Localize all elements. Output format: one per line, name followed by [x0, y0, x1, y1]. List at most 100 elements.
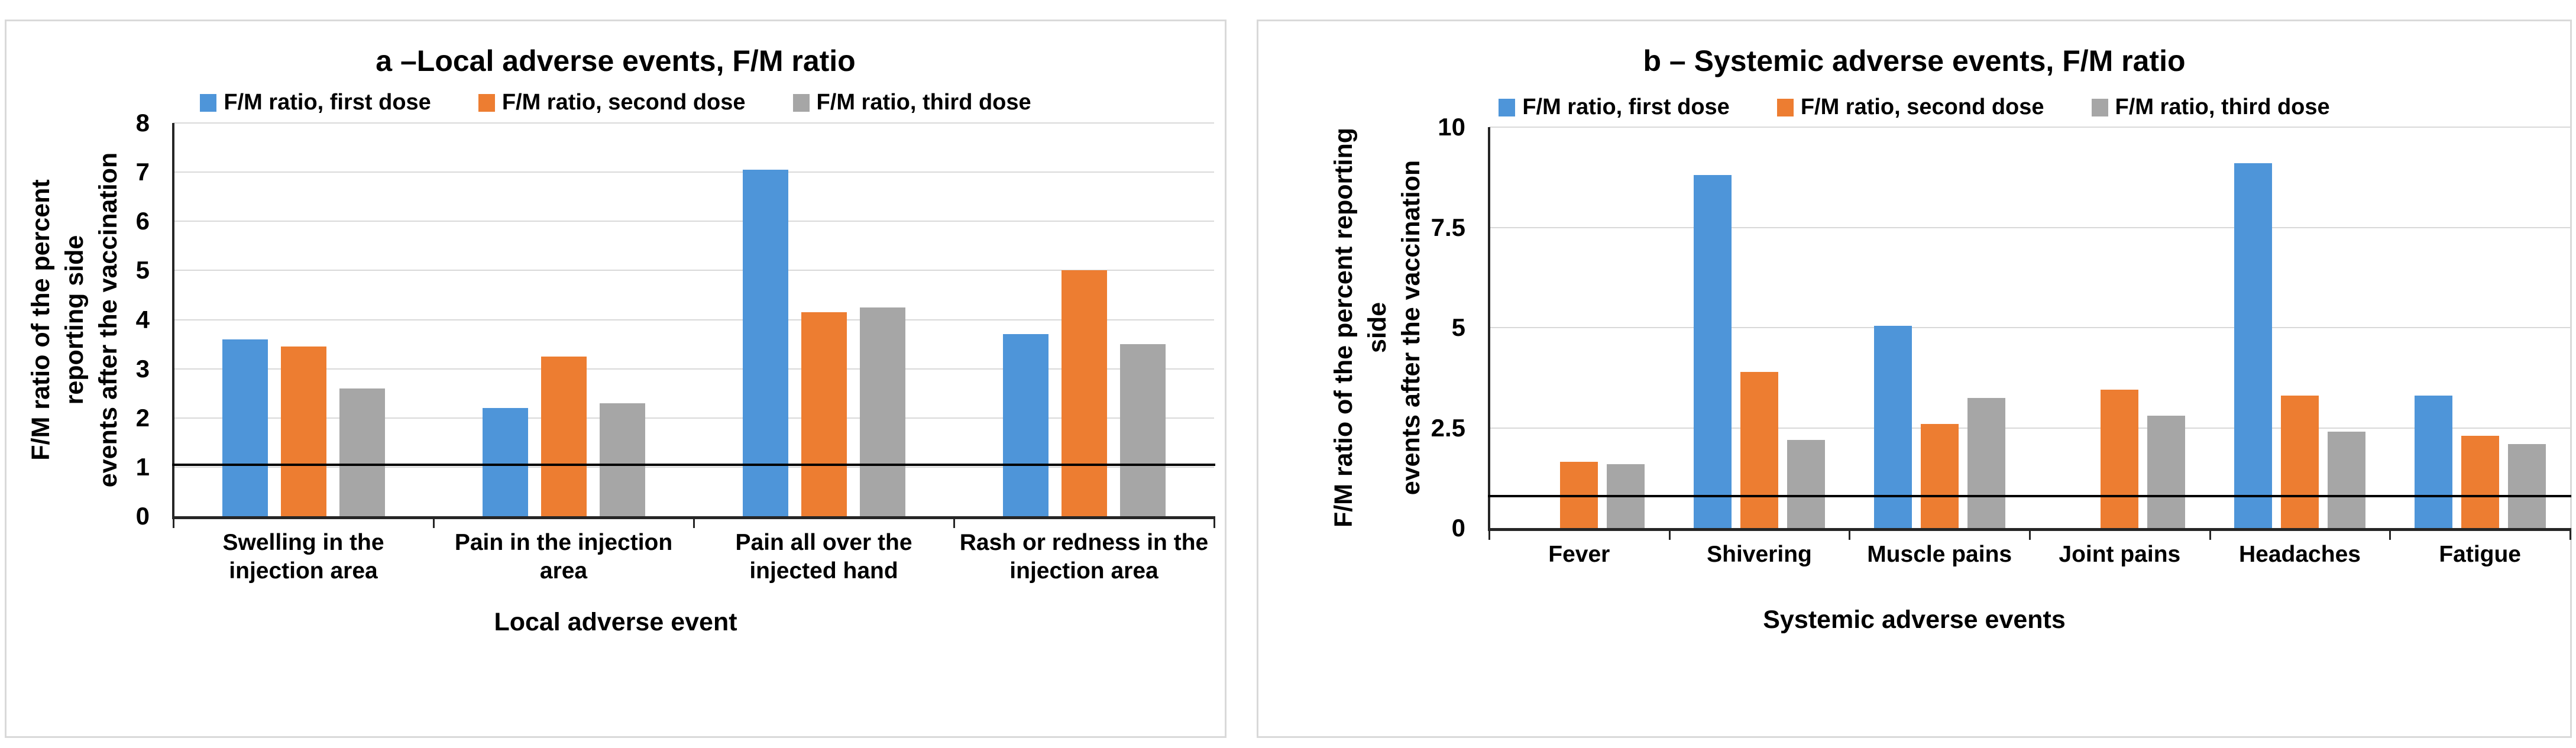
legend-item-2: F/M ratio, second dose [478, 90, 746, 115]
x-axis-tick-3 [2029, 531, 2031, 540]
x-axis-tick-2 [693, 519, 695, 528]
x-axis-tick-4 [1213, 519, 1215, 528]
bar-series1-cat2 [482, 408, 528, 516]
bar-series3-cat1 [339, 388, 385, 516]
gridline-y-2 [173, 417, 1214, 419]
plot-area-systemic [1488, 127, 2571, 528]
x-tick-label-cat2: Pain in the injection area [454, 530, 673, 584]
x-tick-label-cat2: Shivering [1707, 542, 1812, 567]
x-tick-label-cat5: Headaches [2239, 542, 2361, 567]
bar-series2-cat1 [280, 347, 326, 516]
bar-series3-cat5 [2328, 432, 2365, 528]
bar-series1-cat5 [2234, 163, 2272, 528]
gridline-y-8 [173, 122, 1214, 124]
gridline-y-5 [173, 270, 1214, 271]
bar-series1-cat1 [222, 339, 268, 516]
legend-item-3: F/M ratio, third dose [792, 90, 1031, 115]
legend-label-3: F/M ratio, third dose [2115, 95, 2330, 119]
x-tick-label-cat4: Joint pains [2059, 542, 2181, 567]
y-tick-label-2: 2 [135, 403, 150, 432]
legend-swatch-1 [1499, 98, 1516, 116]
y-tick-label-6: 6 [135, 207, 150, 235]
legend-label-2: F/M ratio, second dose [1800, 95, 2044, 119]
y-tick-label-5: 5 [1451, 313, 1465, 341]
y-tick-label-1: 1 [135, 452, 150, 481]
x-axis-line [1488, 528, 2571, 531]
x-axis-title-systemic: Systemic adverse events [1763, 605, 2066, 634]
gridline-y-5 [1489, 327, 2570, 328]
x-axis-tick-3 [953, 519, 955, 528]
legend-label-2: F/M ratio, second dose [501, 90, 746, 115]
chart-title-systemic: b – Systemic adverse events, F/M ratio [1643, 44, 2186, 77]
bar-series2-cat4 [1061, 270, 1107, 516]
y-tick-label-3: 3 [135, 354, 150, 383]
bar-series3-cat2 [599, 403, 645, 516]
reference-line [1488, 494, 2571, 497]
bar-series2-cat2 [1740, 371, 1778, 528]
legend-swatch-3 [2091, 98, 2108, 116]
bar-series3-cat3 [1967, 397, 2005, 528]
legend-item-1: F/M ratio, first dose [1499, 95, 1730, 120]
gridline-y-2.5 [1489, 427, 2570, 429]
x-axis-tick-6 [2569, 531, 2571, 540]
x-axis-tick-0 [1488, 531, 1490, 540]
bar-series2-cat2 [541, 356, 587, 516]
x-tick-label-cat6: Fatigue [2439, 542, 2521, 567]
x-axis-tick-0 [173, 519, 174, 528]
bar-series2-cat4 [2101, 390, 2139, 528]
y-tick-label-0: 0 [135, 502, 150, 530]
x-tick-label-cat1: Fever [1548, 542, 1610, 567]
legend-item-2: F/M ratio, second dose [1776, 95, 2044, 120]
legend-swatch-3 [792, 93, 810, 112]
y-tick-label-2.5: 2.5 [1431, 413, 1465, 442]
reference-line [172, 463, 1215, 466]
panel-systemic-adverse-events: b – Systemic adverse events, F/M ratio F… [1257, 20, 2572, 738]
legend-systemic: F/M ratio, first dose F/M ratio, second d… [1258, 95, 2570, 120]
bar-series2-cat3 [801, 312, 847, 516]
x-axis-tick-2 [1849, 531, 1851, 540]
plot-area-local [172, 122, 1215, 516]
bar-series1-cat3 [742, 169, 788, 516]
bar-series1-cat4 [1002, 334, 1048, 516]
bar-series3-cat3 [859, 307, 905, 516]
panel-local-adverse-events: a –Local adverse events, F/M ratio F/M r… [5, 20, 1226, 738]
legend-label-1: F/M ratio, first dose [224, 90, 431, 115]
legend-swatch-2 [478, 93, 495, 112]
x-axis-tick-1 [1668, 531, 1671, 540]
legend-swatch-2 [1776, 98, 1794, 116]
gridline-y-10 [1489, 127, 2570, 128]
bar-series3-cat4 [1119, 344, 1166, 516]
y-tick-label-7.5: 7.5 [1431, 213, 1465, 241]
y-tick-label-7: 7 [135, 158, 150, 186]
gridline-y-1 [173, 466, 1214, 468]
x-axis-tick-5 [2389, 531, 2391, 540]
legend-swatch-1 [200, 93, 217, 112]
gridline-y-7 [173, 171, 1214, 173]
bar-series2-cat5 [2281, 396, 2319, 528]
bar-series2-cat6 [2461, 436, 2499, 528]
y-tick-label-4: 4 [135, 305, 150, 333]
bar-series3-cat6 [2507, 443, 2546, 528]
x-axis-tick-1 [433, 519, 435, 528]
y-tick-label-10: 10 [1438, 113, 1465, 141]
y-tick-label-8: 8 [135, 109, 150, 137]
gridline-y-7.5 [1489, 226, 2570, 228]
chart-title-local: a –Local adverse events, F/M ratio [376, 44, 856, 77]
bar-series3-cat2 [1787, 439, 1825, 528]
gridline-y-4 [173, 319, 1214, 320]
bar-series1-cat3 [1873, 325, 1912, 528]
legend-item-3: F/M ratio, third dose [2091, 95, 2330, 120]
legend-item-1: F/M ratio, first dose [200, 90, 431, 115]
y-axis-line [1488, 127, 1490, 530]
gridline-y-3 [173, 368, 1214, 370]
legend-label-1: F/M ratio, first dose [1522, 95, 1730, 119]
x-axis-title-local: Local adverse event [494, 608, 737, 636]
x-tick-label-cat3: Pain all over the injected hand [735, 530, 912, 584]
bar-series2-cat3 [1920, 423, 1959, 528]
y-tick-label-5: 5 [135, 256, 150, 284]
x-axis-line [172, 516, 1215, 519]
bar-series1-cat2 [1694, 175, 1732, 528]
bar-series3-cat4 [2147, 416, 2186, 528]
x-tick-label-cat3: Muscle pains [1867, 542, 2012, 567]
y-axis-line [172, 123, 174, 518]
